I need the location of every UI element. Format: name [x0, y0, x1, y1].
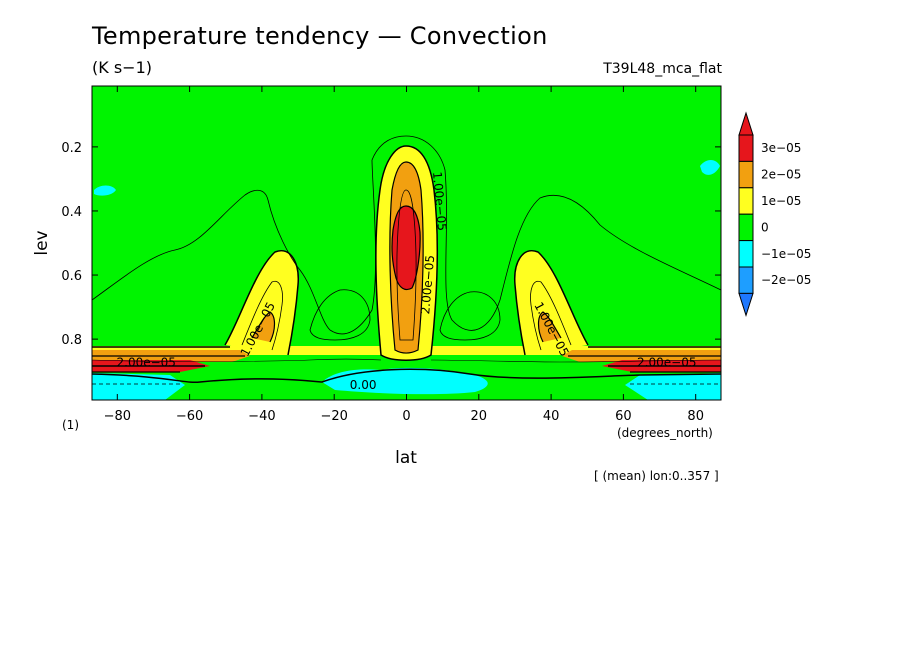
x-axis-label: lat	[395, 448, 417, 468]
colorbar-top-extend	[738, 111, 754, 136]
colorbar-label: 0	[761, 220, 769, 234]
x-tick-label: 0	[402, 409, 410, 424]
left-lobe-yellow	[225, 250, 299, 355]
colorbar-swatch	[738, 240, 754, 268]
contour-zero	[92, 368, 721, 384]
negative-patch-left-upper	[94, 185, 116, 196]
y-axis-unit: (1)	[62, 418, 79, 432]
colorbar-swatch	[738, 134, 754, 162]
contour-label: 1.00e−05	[430, 171, 449, 231]
contour-tower-outer	[375, 145, 439, 361]
contour-right-lobe-orange	[537, 311, 562, 343]
contour-tower-mid	[389, 161, 424, 354]
x-tick-label: −40	[248, 409, 275, 424]
contour-label: 2.00e−05	[418, 254, 437, 314]
x-tick-label: 80	[687, 409, 704, 424]
contour-right-lobe-inner	[530, 280, 572, 351]
contour-lines	[92, 135, 721, 385]
colorbar-label: 2e−05	[761, 168, 801, 182]
right-lobe-orange	[538, 312, 561, 342]
colorbar-label: 3e−05	[761, 141, 801, 155]
contour-tower-core	[391, 205, 421, 291]
contour-left-lobe-inner	[241, 280, 283, 351]
contour-left-lobe-orange	[251, 311, 276, 343]
contour-label: 2.00e−05	[637, 356, 696, 370]
x-tick-label: −20	[320, 409, 347, 424]
averaging-note: [ (mean) lon:0..357 ]	[594, 469, 719, 483]
units-label: (K s−1)	[92, 58, 152, 77]
colorbar-label: 1e−05	[761, 194, 801, 208]
x-axis: −80 −60 −40 −20 0 20 40 60 80	[104, 86, 704, 424]
contour-label: 0.00	[350, 378, 377, 392]
contour-thin-inner-left	[309, 289, 371, 341]
contour-left-lobe-outer	[224, 250, 299, 356]
y-axis-label: lev	[32, 230, 52, 255]
colorbar-swatch	[738, 213, 754, 242]
colorbar-swatch	[738, 266, 754, 294]
right-lobe-yellow	[514, 250, 588, 355]
contour-right-lobe-outer	[514, 250, 589, 356]
y-tick-label: 0.4	[61, 205, 82, 220]
x-tick-label: 20	[471, 409, 488, 424]
x-axis-unit: (degrees_north)	[617, 426, 713, 440]
contour-thin-outer-left	[92, 135, 721, 335]
colorbar-swatch	[738, 160, 754, 189]
x-tick-label: −80	[104, 409, 131, 424]
chart-title: Temperature tendency — Convection	[92, 22, 548, 50]
negative-patch-right-upper	[700, 160, 720, 175]
x-tick-label: −60	[176, 409, 203, 424]
contour-label: 2.00e−05	[117, 356, 176, 370]
tropical-core-red	[392, 206, 421, 290]
y-axis: 0.2 0.4 0.6 0.8	[61, 141, 721, 348]
left-lobe-orange	[252, 312, 275, 342]
x-tick-label: 40	[543, 409, 560, 424]
negative-region-bottom-center	[322, 367, 488, 395]
contour-thin-mid-left	[92, 358, 721, 363]
colorbar: 3e−05 2e−05 1e−05 0 −1e−05 −2e−05	[738, 111, 811, 318]
y-tick-label: 0.6	[61, 269, 82, 284]
x-tick-label: 60	[615, 409, 632, 424]
plot-area	[92, 86, 721, 400]
negative-region-bottom-right	[625, 373, 721, 400]
colorbar-bottom-extend	[738, 292, 754, 318]
run-name: T39L48_mca_flat	[603, 61, 722, 77]
contour-thin-inner-right	[439, 291, 501, 341]
colorbar-label: −2e−05	[761, 273, 811, 287]
colorbar-swatch	[738, 187, 754, 215]
negative-region-bottom-left	[92, 373, 185, 400]
colorbar-label: −1e−05	[761, 247, 811, 261]
y-tick-label: 0.8	[61, 333, 82, 348]
y-tick-label: 0.2	[61, 141, 82, 156]
